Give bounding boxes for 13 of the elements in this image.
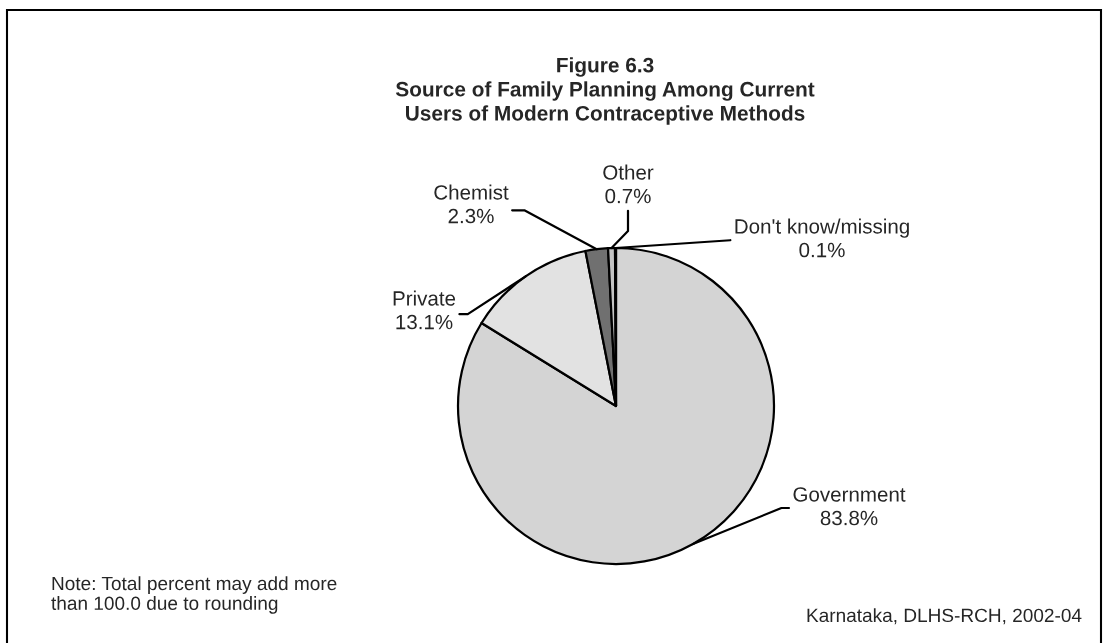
slice-label: Chemist bbox=[434, 184, 509, 200]
slice-label: Private bbox=[393, 290, 456, 306]
chart-title: Figure 6.3 Source of Family Planning Among Current Users of Modern Contraceptive Methods bbox=[395, 57, 815, 125]
data-label: 0.1% bbox=[799, 242, 845, 258]
text: Karnataka, DLHS-RCH, 2002-04 bbox=[807, 608, 1082, 625]
data-label: 83.8% bbox=[820, 510, 878, 526]
slice-label: Don't know/missing bbox=[735, 218, 909, 238]
slice-label: Government bbox=[793, 487, 906, 502]
slice-label: Other bbox=[603, 164, 654, 180]
data-label: 2.3% bbox=[448, 208, 494, 224]
data-label: 13.1% bbox=[396, 314, 453, 330]
data-label: 0.7% bbox=[605, 188, 651, 204]
text: Note: Total percent may add more than 100.0 due to rounding bbox=[51, 576, 337, 614]
